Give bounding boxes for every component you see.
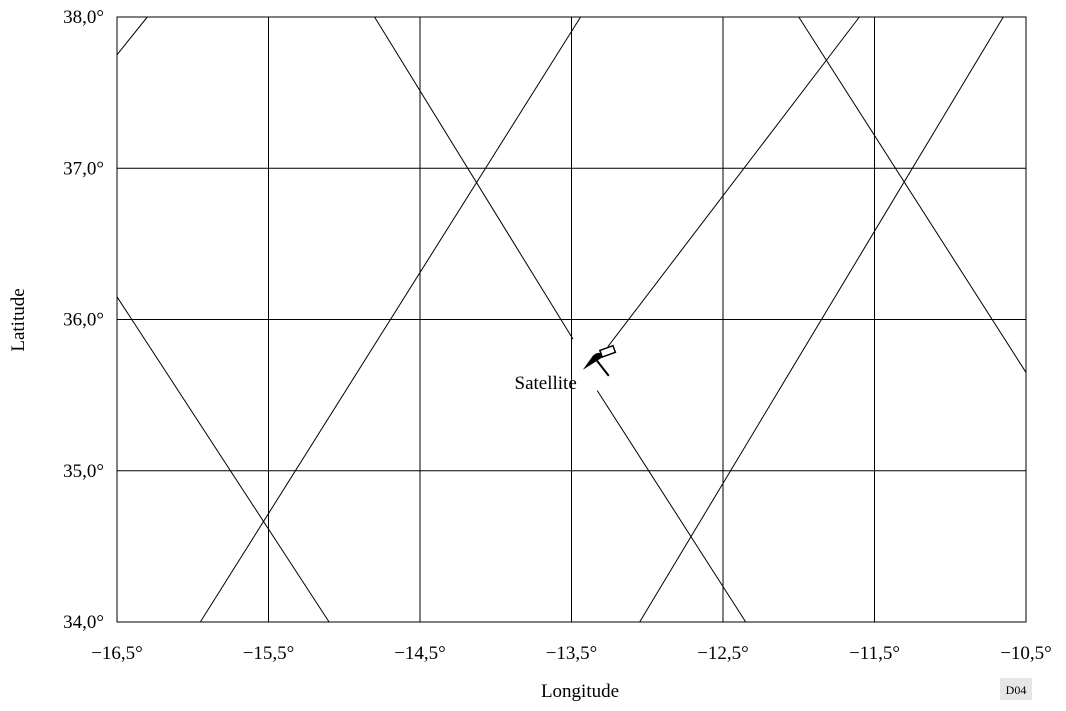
y-tick-label: 34,0° [63,612,104,633]
x-axis-label: Longitude [541,681,619,702]
satellite-label: Satellite [515,373,577,394]
ground-track [798,16,1027,373]
x-tick-label: −10,5° [1000,643,1052,664]
satellite-body [593,357,610,377]
x-tick-label: −12,5° [697,643,749,664]
ground-track [607,16,860,348]
satellite-icon [582,344,617,377]
ground-track [596,390,747,623]
ground-track [374,16,574,340]
y-axis-label: Latitude [8,288,29,351]
x-tick-label: −14,5° [394,643,446,664]
ground-track [116,296,330,623]
ground-track [639,16,1004,623]
x-tick-label: −16,5° [91,643,143,664]
y-tick-label: 38,0° [63,7,104,28]
figure-id-box [1000,678,1032,700]
ground-track [116,16,148,56]
x-tick-label: −15,5° [243,643,295,664]
x-tick-label: −11,5° [849,643,900,664]
ground-track [199,16,582,623]
y-tick-label: 35,0° [63,461,104,482]
figure-id: D04 [1006,683,1027,697]
y-tick-label: 36,0° [63,310,104,331]
x-tick-label: −13,5° [546,643,598,664]
y-tick-label: 37,0° [63,158,104,179]
satellite-dish [582,352,605,370]
satellite-panel [598,344,617,359]
